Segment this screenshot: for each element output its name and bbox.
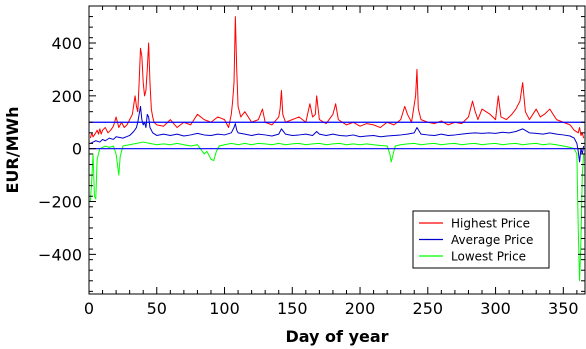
x-axis-title: Day of year — [285, 327, 388, 346]
series-line-lowest-price — [89, 141, 585, 282]
reference-lines — [89, 121, 585, 150]
series-line-highest-price — [89, 16, 585, 139]
y-axis-title: EUR/MWh — [3, 106, 22, 193]
x-tick-label: 50 — [147, 299, 167, 318]
x-tick-label: 0 — [84, 299, 94, 318]
axis-tick-labels: 0 50 100 150 200 250 300 350 −400 −200 0 200 400 — [38, 34, 579, 318]
x-tick-label: 100 — [209, 299, 240, 318]
x-tick-label: 200 — [345, 299, 376, 318]
legend-items: Highest Price Average Price Lowest Price — [419, 217, 533, 264]
x-tick-label: 250 — [413, 299, 444, 318]
axis-ticks — [88, 5, 585, 294]
y-tick-label: 400 — [51, 34, 82, 53]
y-tick-label: −400 — [38, 245, 82, 264]
y-tick-label: 200 — [51, 87, 82, 106]
plot-frame — [88, 5, 586, 295]
series-line-average-price — [90, 105, 585, 163]
y-tick-label: 0 — [72, 140, 82, 159]
y-tick-label: −200 — [38, 193, 82, 212]
x-tick-label: 300 — [480, 299, 511, 318]
x-tick-label: 350 — [548, 299, 579, 318]
legend-label: Lowest Price — [451, 250, 526, 264]
legend-label: Average Price — [451, 233, 533, 247]
x-tick-label: 150 — [277, 299, 308, 318]
legend: Highest Price Average Price Lowest Price — [412, 210, 550, 269]
legend-label: Highest Price — [451, 217, 530, 231]
